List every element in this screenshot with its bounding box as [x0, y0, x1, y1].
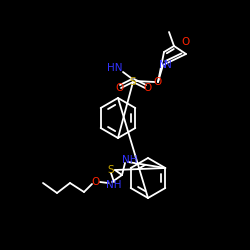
Text: O: O [115, 83, 123, 93]
Text: O: O [92, 177, 100, 187]
Text: S: S [130, 77, 136, 87]
Text: HN: HN [107, 63, 123, 73]
Text: O: O [154, 77, 162, 87]
Text: N: N [159, 60, 167, 70]
Text: S: S [108, 165, 114, 175]
Text: NH: NH [106, 180, 122, 190]
Text: O: O [143, 83, 151, 93]
Text: O: O [182, 37, 190, 47]
Text: N: N [164, 60, 172, 70]
Text: NH: NH [122, 155, 138, 165]
